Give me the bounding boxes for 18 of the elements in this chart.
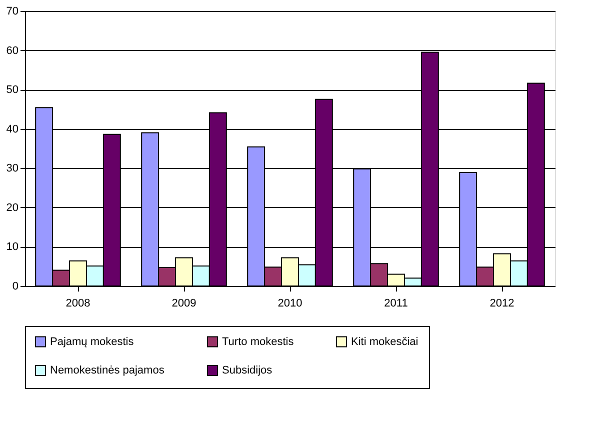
legend-label: Pajamų mokestis (50, 336, 134, 348)
y-tick-label: 40 (6, 123, 18, 136)
legend-label: Nemokestinės pajamos (50, 364, 165, 376)
x-tick-label: 2010 (278, 298, 302, 310)
legend-label: Subsidijos (222, 364, 273, 376)
y-tick-label: 70 (6, 6, 18, 18)
x-tick-label: 2008 (66, 298, 90, 310)
y-tick-label: 50 (6, 84, 18, 96)
y-tick-label: 30 (6, 162, 18, 175)
y-tick-label: 0 (12, 280, 18, 292)
y-tick-label: 20 (6, 202, 18, 214)
x-tick-label: 2012 (490, 298, 514, 310)
legend-label: Turto mokestis (222, 336, 294, 348)
y-tick-label: 10 (6, 241, 18, 254)
legend-label: Kiti mokesčiai (351, 336, 418, 348)
x-tick-label: 2011 (384, 298, 408, 310)
y-tick-label: 60 (6, 44, 18, 57)
x-tick-label: 2009 (172, 298, 196, 310)
